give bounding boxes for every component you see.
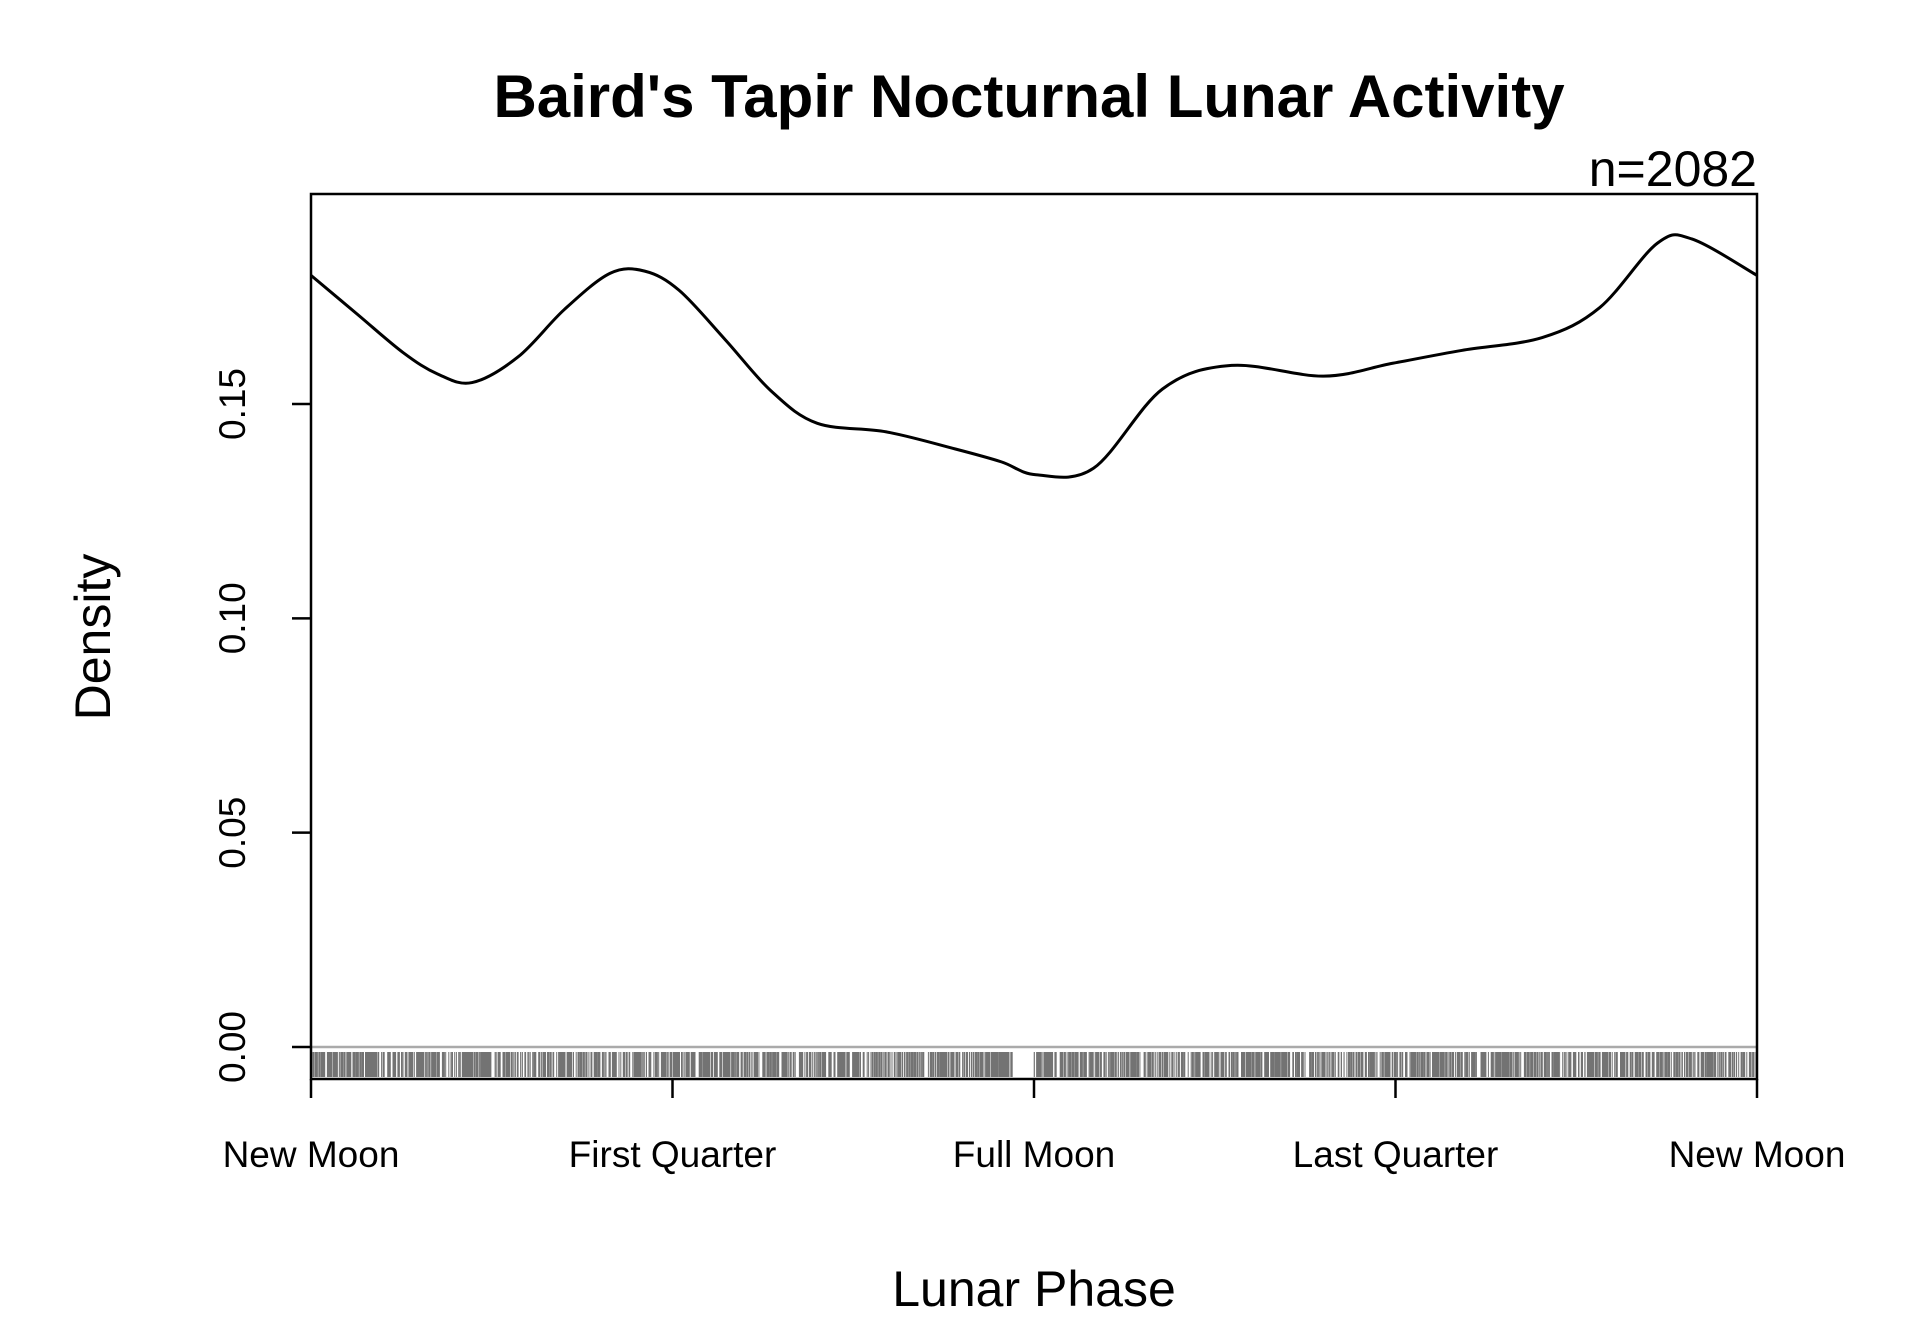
x-tick-label: Last Quarter <box>1293 1134 1499 1175</box>
x-tick-label: New Moon <box>223 1134 400 1175</box>
plot-frame <box>309 192 1759 1081</box>
y-tick-label: 0.05 <box>212 797 253 869</box>
y-tick-label: 0.00 <box>212 1011 253 1083</box>
y-tick-label: 0.15 <box>212 368 253 440</box>
plot-area: New Moon First Quarter Full Moon Last Quart… <box>212 192 1846 1175</box>
density-curve-0 <box>310 233 1758 479</box>
y-tick-label: 0.10 <box>212 582 253 654</box>
x-axis-label: Lunar Phase <box>892 1261 1176 1314</box>
chart-title: Baird's Tapir Nocturnal Lunar Activity <box>493 63 1565 130</box>
sample-size-label: n=2082 <box>1589 141 1757 197</box>
x-tick-label: Full Moon <box>953 1134 1115 1175</box>
x-tick-label: First Quarter <box>569 1134 777 1175</box>
y-axis-label: Density <box>65 554 121 721</box>
rug-tick <box>311 1052 1757 1077</box>
x-tick-label: New Moon <box>1669 1134 1846 1175</box>
rug-marks <box>311 1052 1757 1077</box>
